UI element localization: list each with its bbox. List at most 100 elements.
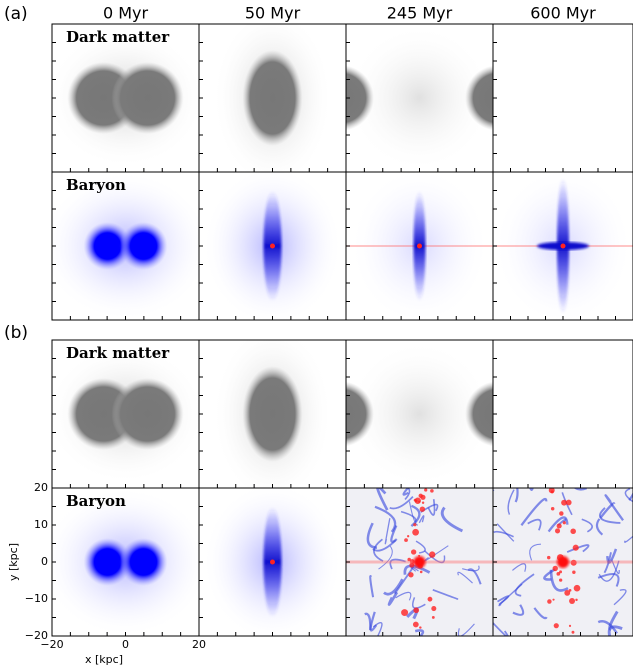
star-cluster bbox=[413, 607, 420, 614]
panel bbox=[346, 488, 493, 636]
panel bbox=[52, 344, 199, 484]
gas-filament bbox=[374, 505, 397, 533]
panel bbox=[493, 172, 633, 320]
panel-frame bbox=[492, 23, 633, 173]
star-cluster bbox=[404, 538, 408, 542]
star-cluster bbox=[559, 570, 563, 574]
star-cluster bbox=[547, 599, 552, 604]
panel-frame bbox=[492, 339, 633, 489]
gas-filament bbox=[613, 589, 627, 606]
section-label: (a) bbox=[4, 4, 28, 24]
gas-filament bbox=[498, 583, 523, 607]
panel bbox=[493, 488, 633, 636]
x-tick-label: 0 bbox=[122, 638, 129, 651]
gas-filament bbox=[611, 559, 620, 575]
gas-filament bbox=[373, 538, 384, 562]
dm-blob bbox=[465, 65, 493, 131]
dm-blob bbox=[242, 366, 303, 462]
gas-filament bbox=[393, 566, 414, 595]
star-cluster bbox=[424, 488, 428, 492]
gas-filament bbox=[440, 506, 464, 533]
dm-blob bbox=[465, 381, 493, 447]
panel bbox=[52, 488, 199, 636]
y-tick-label: 20 bbox=[34, 481, 48, 494]
gas-filament bbox=[597, 620, 618, 635]
star-cluster bbox=[431, 606, 437, 612]
panel bbox=[52, 28, 199, 168]
panel bbox=[346, 340, 493, 488]
star-cluster bbox=[550, 507, 555, 511]
gas-blob bbox=[119, 538, 168, 586]
gas-filament bbox=[423, 545, 449, 562]
panel bbox=[202, 172, 343, 320]
gas-filament bbox=[566, 544, 590, 553]
star-cluster bbox=[552, 598, 555, 601]
star-cluster bbox=[401, 609, 409, 617]
star-cluster bbox=[556, 523, 562, 529]
star-cluster bbox=[421, 501, 425, 504]
core bbox=[557, 556, 569, 568]
star-cluster bbox=[409, 559, 415, 564]
y-tick-label: −20 bbox=[25, 629, 48, 642]
core bbox=[413, 556, 426, 568]
star-cluster bbox=[410, 549, 417, 555]
x-tick-label: 20 bbox=[192, 638, 206, 651]
star-cluster bbox=[413, 498, 417, 502]
gas-filament bbox=[404, 488, 411, 500]
gas-filament bbox=[549, 569, 569, 592]
x-axis-label: x [kpc] bbox=[85, 653, 123, 666]
gas-filament bbox=[424, 550, 446, 564]
row-label: Baryon bbox=[66, 492, 126, 510]
star-cluster bbox=[559, 578, 563, 582]
section-label: (b) bbox=[4, 323, 28, 343]
star-cluster bbox=[430, 489, 434, 493]
star-cluster bbox=[419, 570, 423, 574]
star-cluster bbox=[569, 597, 576, 604]
gas-filament bbox=[533, 607, 548, 620]
star-cluster bbox=[419, 506, 426, 512]
gas-filament bbox=[603, 552, 612, 574]
row-label: Dark matter bbox=[66, 28, 170, 46]
gas-filament bbox=[369, 575, 375, 598]
gas-filament bbox=[414, 629, 425, 636]
column-label: 245 Myr bbox=[387, 4, 453, 23]
gas-filament bbox=[389, 496, 414, 510]
gas-filament bbox=[514, 488, 519, 503]
star-cluster bbox=[418, 500, 421, 503]
gas-filament bbox=[493, 621, 509, 636]
gas-filament bbox=[581, 518, 593, 533]
gas-blob bbox=[119, 222, 168, 270]
gas-filament bbox=[628, 491, 633, 501]
gas-filament bbox=[366, 522, 378, 549]
core bbox=[417, 243, 422, 249]
row-label: Baryon bbox=[66, 176, 126, 194]
x-tick-label: −20 bbox=[40, 638, 63, 651]
star-cluster bbox=[407, 557, 411, 562]
gas-filament bbox=[512, 604, 525, 616]
star-cluster bbox=[565, 499, 572, 506]
star-cluster bbox=[408, 572, 414, 578]
star-cluster bbox=[547, 555, 551, 560]
core bbox=[270, 559, 275, 565]
gas-filament bbox=[527, 518, 542, 531]
star-cluster bbox=[553, 623, 559, 629]
gas-filament bbox=[624, 488, 633, 503]
gas-filament bbox=[512, 563, 527, 572]
gas-filament bbox=[411, 597, 426, 609]
star-cluster bbox=[412, 528, 419, 536]
gas-filament bbox=[529, 543, 541, 561]
y-axis-label: y [kpc] bbox=[7, 543, 20, 581]
gas-filament bbox=[507, 489, 515, 515]
gas-filament bbox=[390, 525, 398, 543]
star-cluster bbox=[573, 584, 581, 592]
star-cluster bbox=[570, 528, 576, 535]
gas-filament bbox=[457, 571, 473, 584]
gas-filament bbox=[624, 535, 633, 543]
star-cluster bbox=[409, 562, 415, 568]
row-label: Dark matter bbox=[66, 344, 170, 362]
dm-blob bbox=[346, 65, 374, 131]
panel bbox=[346, 24, 493, 172]
star-cluster bbox=[420, 494, 426, 500]
star-cluster bbox=[568, 588, 572, 592]
